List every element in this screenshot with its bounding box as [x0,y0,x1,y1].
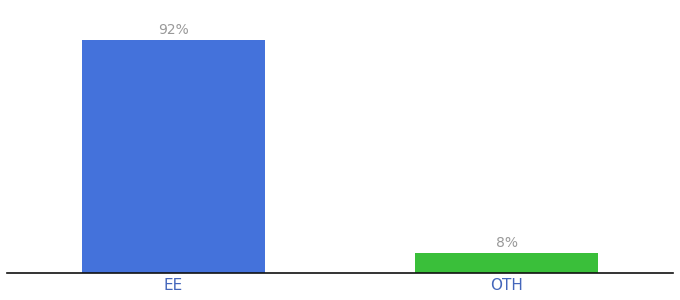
Text: 92%: 92% [158,23,189,38]
Bar [82,40,265,273]
Text: 8%: 8% [496,236,517,250]
Bar [415,253,598,273]
